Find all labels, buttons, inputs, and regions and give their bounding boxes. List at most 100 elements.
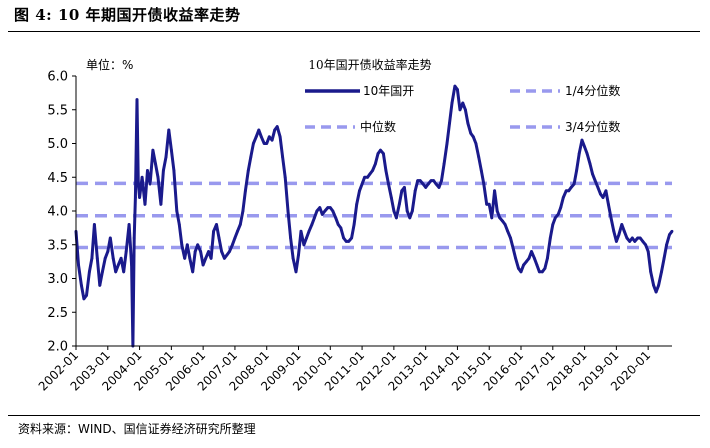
data-point-79 xyxy=(275,125,279,128)
data-point-36 xyxy=(162,169,165,172)
data-point-160 xyxy=(490,216,494,220)
data-point-217 xyxy=(641,240,645,243)
data-point-112 xyxy=(363,175,366,179)
data-point-78 xyxy=(273,128,277,132)
data-point-46 xyxy=(188,256,192,260)
data-point-66 xyxy=(241,209,245,213)
legend-label-q3: 3/4分位数 xyxy=(565,119,620,134)
data-point-90 xyxy=(305,236,308,240)
data-point-128 xyxy=(405,209,409,213)
data-point-47 xyxy=(191,270,195,274)
figure-label: 图 4: xyxy=(14,6,53,24)
data-point-218 xyxy=(644,243,647,247)
data-point-206 xyxy=(612,229,616,233)
data-point-211 xyxy=(625,236,629,240)
data-point-87 xyxy=(297,253,300,257)
data-point-109 xyxy=(355,202,359,206)
y-tick-label-3: 3.5 xyxy=(47,238,68,253)
y-tick-label-8: 6.0 xyxy=(47,70,68,85)
data-point-15 xyxy=(114,270,118,274)
unit-label: 单位：% xyxy=(86,57,133,72)
data-point-223 xyxy=(657,283,660,287)
data-point-175 xyxy=(530,250,533,253)
data-point-113 xyxy=(366,175,369,179)
data-point-199 xyxy=(593,179,597,183)
data-point-180 xyxy=(543,267,547,270)
data-point-108 xyxy=(352,223,356,226)
data-point-166 xyxy=(506,229,510,233)
legend: 10年国开 1/4分位数 中位数 3/4分位数 xyxy=(305,83,620,134)
data-point-214 xyxy=(633,240,637,243)
data-point-222 xyxy=(654,290,658,294)
data-point-37 xyxy=(164,155,168,159)
data-point-125 xyxy=(397,202,401,206)
data-point-28 xyxy=(140,175,144,179)
data-point-58 xyxy=(220,250,224,253)
data-point-179 xyxy=(540,270,544,274)
data-point-119 xyxy=(382,152,385,156)
data-point-142 xyxy=(442,162,446,166)
data-point-150 xyxy=(464,108,467,112)
data-point-26 xyxy=(136,182,140,186)
legend-label-median: 中位数 xyxy=(360,119,396,134)
data-point-153 xyxy=(471,135,475,139)
data-point-69 xyxy=(249,155,253,159)
y-tick-label-1: 2.5 xyxy=(47,306,68,321)
data-point-203 xyxy=(604,189,608,193)
data-point-43 xyxy=(180,243,184,247)
data-point-76 xyxy=(267,135,271,139)
data-point-129 xyxy=(408,216,412,220)
figure-title: 图 4: 10 年期国开债收益率走势 xyxy=(14,4,241,25)
y-tick-label-0: 2.0 xyxy=(47,340,68,355)
y-tick-label-6: 5.0 xyxy=(47,137,68,152)
bottom-rule xyxy=(8,415,700,416)
data-point-80 xyxy=(278,135,282,139)
data-point-124 xyxy=(395,216,398,220)
data-point-144 xyxy=(448,121,451,125)
data-point-83 xyxy=(286,209,290,213)
data-point-95 xyxy=(318,206,322,210)
data-point-212 xyxy=(628,240,632,243)
data-point-143 xyxy=(445,142,449,145)
data-point-114 xyxy=(368,172,372,176)
data-point-94 xyxy=(315,209,319,213)
data-point-51 xyxy=(201,263,205,267)
data-point-121 xyxy=(387,182,390,186)
data-point-132 xyxy=(416,179,420,183)
data-point-134 xyxy=(421,182,425,186)
data-point-157 xyxy=(482,182,486,186)
data-point-72 xyxy=(257,128,261,132)
data-point-140 xyxy=(437,186,441,189)
data-point-52 xyxy=(204,256,208,260)
data-point-62 xyxy=(231,243,234,247)
data-point-74 xyxy=(262,142,266,145)
data-point-31 xyxy=(148,182,152,186)
data-point-1 xyxy=(77,263,80,267)
y-tick-label-7: 5.5 xyxy=(47,103,68,118)
data-point-11 xyxy=(103,256,107,260)
data-point-154 xyxy=(474,142,478,145)
data-point-215 xyxy=(636,236,640,240)
data-point-20 xyxy=(127,223,131,226)
data-point-127 xyxy=(403,186,406,189)
data-point-204 xyxy=(607,202,610,206)
data-point-159 xyxy=(487,202,491,206)
data-point-171 xyxy=(519,270,523,274)
data-point-13 xyxy=(108,236,112,240)
data-point-116 xyxy=(374,162,377,166)
data-point-7 xyxy=(93,223,96,226)
data-point-10 xyxy=(101,270,104,274)
data-point-110 xyxy=(358,189,361,193)
data-point-92 xyxy=(310,223,314,226)
data-point-88 xyxy=(299,229,303,233)
data-point-65 xyxy=(238,223,242,226)
data-point-67 xyxy=(244,189,247,193)
data-point-139 xyxy=(434,182,438,186)
data-point-151 xyxy=(466,121,470,125)
data-point-64 xyxy=(236,229,239,233)
data-point-97 xyxy=(323,209,327,213)
chart-title: 10年国开债收益率走势 xyxy=(308,57,431,72)
data-point-136 xyxy=(426,182,430,186)
data-point-57 xyxy=(217,236,221,240)
data-point-185 xyxy=(556,213,560,216)
